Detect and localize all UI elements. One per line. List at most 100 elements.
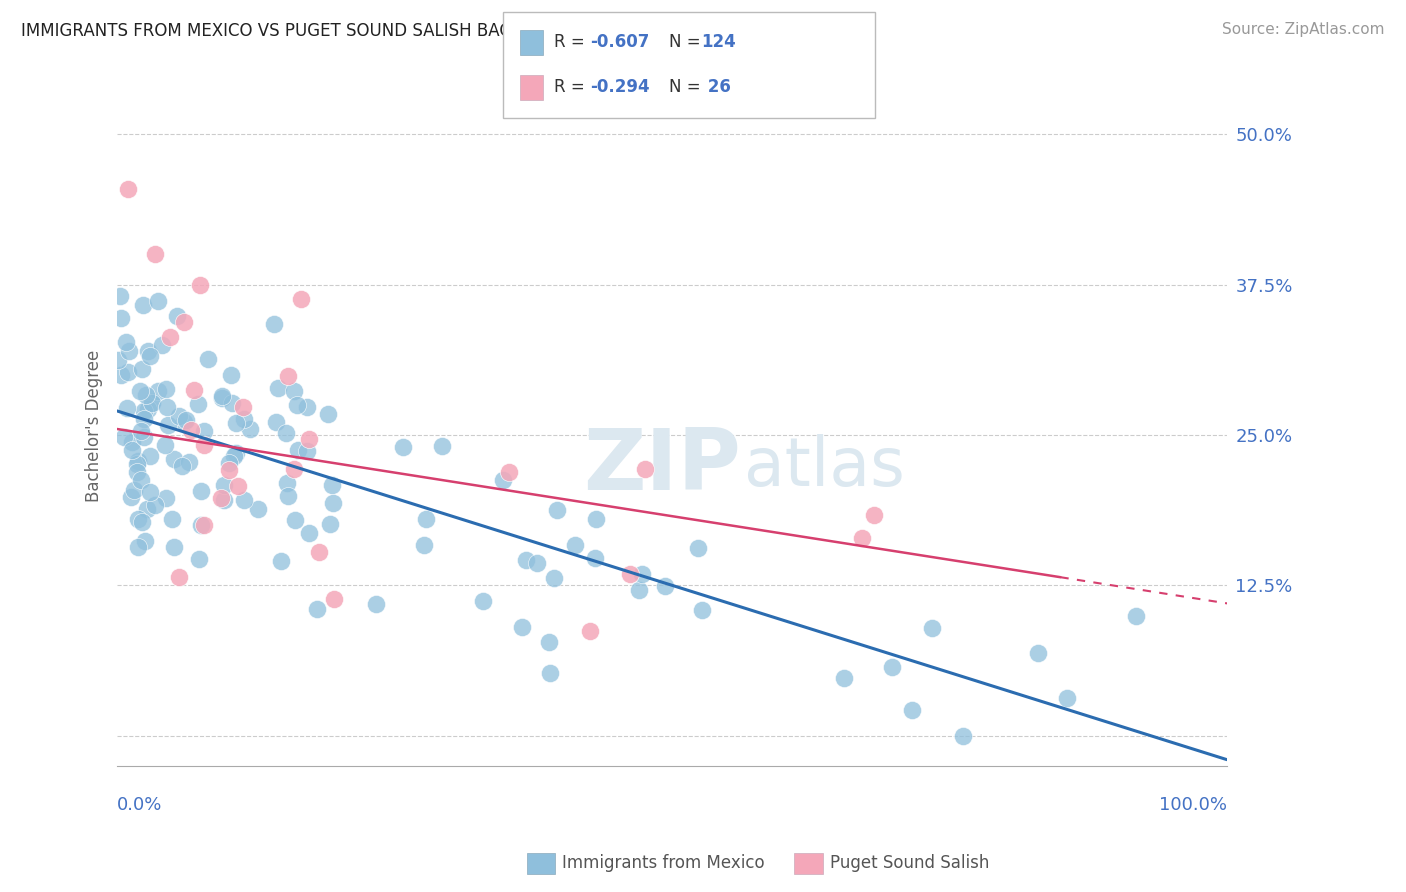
Point <box>277 489 299 503</box>
Point <box>321 477 343 491</box>
Point <box>127 512 149 526</box>
Text: atlas: atlas <box>744 434 905 500</box>
Point <box>107 352 129 367</box>
Point <box>132 298 155 312</box>
Text: -0.294: -0.294 <box>591 78 650 96</box>
Point <box>218 456 240 470</box>
Point <box>221 396 243 410</box>
Point <box>118 343 141 358</box>
Point <box>274 425 297 440</box>
Point <box>134 533 156 548</box>
Point <box>232 493 254 508</box>
Text: Source: ZipAtlas.com: Source: ZipAtlas.com <box>1222 22 1385 37</box>
Point <box>225 416 247 430</box>
Point <box>110 368 132 382</box>
Text: -0.607: -0.607 <box>591 33 650 51</box>
Point <box>686 541 709 556</box>
Point <box>197 351 219 366</box>
Point <box>135 388 157 402</box>
Point <box>187 396 209 410</box>
Point <box>233 412 256 426</box>
Point <box>226 479 249 493</box>
Point <box>110 289 132 303</box>
Point <box>121 442 143 457</box>
Point <box>190 277 212 292</box>
Point <box>156 400 179 414</box>
Text: Immigrants from Mexico: Immigrants from Mexico <box>562 855 765 872</box>
Point <box>121 434 143 449</box>
Point <box>512 620 534 634</box>
Point <box>654 579 676 593</box>
Point <box>287 442 309 457</box>
Point <box>222 450 245 464</box>
Point <box>305 602 328 616</box>
Point <box>159 330 181 344</box>
Point <box>127 458 149 472</box>
Point <box>173 315 195 329</box>
Point <box>212 493 235 508</box>
Point <box>308 545 330 559</box>
Point <box>276 476 298 491</box>
Point <box>190 517 212 532</box>
Point <box>492 473 515 487</box>
Point <box>579 624 602 638</box>
Point <box>221 368 243 383</box>
Point <box>180 423 202 437</box>
Point <box>117 181 139 195</box>
Point <box>264 415 287 429</box>
Point <box>1028 646 1050 660</box>
Point <box>832 672 855 686</box>
Point <box>129 473 152 487</box>
Text: 0.0%: 0.0% <box>117 797 163 814</box>
Point <box>211 389 233 403</box>
Point <box>131 361 153 376</box>
Point <box>284 513 307 527</box>
Point <box>901 703 924 717</box>
Point <box>162 541 184 555</box>
Point <box>179 455 201 469</box>
Point <box>122 483 145 498</box>
Point <box>139 449 162 463</box>
Point <box>239 422 262 436</box>
Point <box>283 384 305 399</box>
Point <box>290 292 312 306</box>
Text: N =: N = <box>669 78 706 96</box>
Point <box>538 666 561 681</box>
Point <box>117 401 139 416</box>
Point <box>851 531 873 545</box>
Point <box>136 401 159 416</box>
Point <box>120 490 142 504</box>
Point <box>112 430 135 444</box>
Point <box>136 343 159 358</box>
Point <box>564 538 586 552</box>
Point <box>430 439 453 453</box>
Point <box>277 368 299 383</box>
Point <box>322 495 344 509</box>
Point <box>155 491 177 505</box>
Point <box>211 391 233 405</box>
Point <box>246 502 269 516</box>
Point <box>295 443 318 458</box>
Point <box>298 526 321 541</box>
Point <box>537 635 560 649</box>
Point <box>139 350 162 364</box>
Point <box>285 399 308 413</box>
Text: IMMIGRANTS FROM MEXICO VS PUGET SOUND SALISH BACHELOR'S DEGREE CORRELATION CHART: IMMIGRANTS FROM MEXICO VS PUGET SOUND SA… <box>21 22 841 40</box>
Point <box>136 501 159 516</box>
Point <box>880 660 903 674</box>
Point <box>631 567 654 582</box>
Point <box>156 418 179 433</box>
Point <box>153 437 176 451</box>
Point <box>141 395 163 409</box>
Point <box>921 621 943 635</box>
Point <box>131 515 153 529</box>
Point <box>190 483 212 498</box>
Point <box>139 485 162 500</box>
Point <box>166 310 188 324</box>
Text: ZIP: ZIP <box>583 425 741 508</box>
Point <box>163 452 186 467</box>
Text: Puget Sound Salish: Puget Sound Salish <box>830 855 988 872</box>
Point <box>323 592 346 607</box>
Text: R =: R = <box>554 78 591 96</box>
Point <box>209 491 232 505</box>
